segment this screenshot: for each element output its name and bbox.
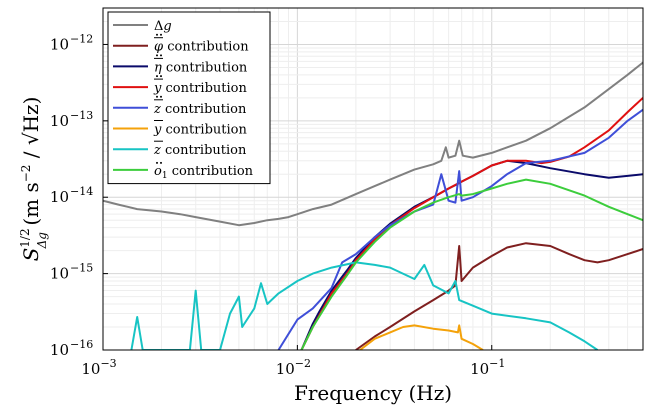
legend-label-2: η contribution xyxy=(154,60,248,75)
y-tick-label-4: 10 xyxy=(50,35,69,53)
x-tick-label-1: 10−2 xyxy=(276,357,311,378)
legend-dot-accent-b-4 xyxy=(160,95,162,98)
legend-dot-accent-a-2 xyxy=(156,54,158,57)
legend-suffix-3: contribution xyxy=(161,81,247,96)
y-tick-exponent-text-1: −15 xyxy=(70,262,93,275)
legend-symbol-7: o xyxy=(154,164,162,179)
x-tick-label-2: 10−1 xyxy=(470,357,505,378)
legend-suffix-2: contribution xyxy=(162,60,248,75)
y-label-part-2: Δg xyxy=(35,232,49,250)
y-tick-label-2: 10 xyxy=(50,188,69,206)
legend-label-1: φ contribution xyxy=(154,40,249,55)
series-line-3 xyxy=(300,97,643,350)
legend-dot-accent-b-3 xyxy=(160,75,162,78)
legend-label-7: o1 contribution xyxy=(154,164,254,181)
y-tick-exponent-text-4: −12 xyxy=(70,32,93,45)
x-tick-label-0: 10−3 xyxy=(81,357,116,378)
y-label-part-0: S xyxy=(19,248,43,262)
x-tick-exponent-0: −3 xyxy=(100,357,116,370)
y-tick-label-0: 10 xyxy=(50,341,69,359)
legend-symbol-1: φ xyxy=(154,40,164,55)
legend-symbol-5: y xyxy=(153,123,162,138)
legend-symbol-4: z xyxy=(153,102,161,117)
legend-symbol-6: z xyxy=(153,143,161,158)
y-tick-label-1: 10 xyxy=(50,265,69,283)
legend-box xyxy=(107,11,271,185)
y-axis-label: S1/2 Δg (m s−2 / √Hz) xyxy=(18,97,49,262)
plot-frame xyxy=(102,7,644,351)
legend-suffix-6: contribution xyxy=(161,143,247,158)
legend-symbol-0: Δ xyxy=(154,19,163,34)
legend-symbol-var-0: g xyxy=(163,19,171,34)
legend-label-3: y contribution xyxy=(153,81,247,96)
x-tick-exponent-2: −1 xyxy=(489,357,505,370)
legend-suffix-5: contribution xyxy=(161,123,247,138)
series-line-1 xyxy=(355,242,643,350)
legend-label-0: Δg xyxy=(154,19,172,34)
y-axis-label-text: S1/2 Δg (m s−2 / √Hz) xyxy=(18,97,49,262)
legend-dot-accent-a-7 xyxy=(156,161,158,164)
y-tick-exponent-text-2: −14 xyxy=(70,185,93,198)
y-tick-exponent-text-3: −13 xyxy=(70,109,93,122)
legend-dot-accent-a-4 xyxy=(156,95,158,98)
series-line-6 xyxy=(130,261,599,350)
legend-subscript-7: 1 xyxy=(162,171,168,181)
y-label-part-5: / √Hz) xyxy=(19,97,43,165)
legend-symbol-3: y xyxy=(153,81,162,96)
series-line-5 xyxy=(359,324,484,350)
legend-label-6: z contribution xyxy=(153,143,247,158)
y-tick-exponent-text-0: −16 xyxy=(70,338,93,351)
legend-dot-accent-b-1 xyxy=(160,33,162,36)
y-label-part-3: (m s xyxy=(19,182,43,232)
x-tick-exponent-1: −2 xyxy=(295,357,311,370)
series-line-7 xyxy=(300,178,643,350)
legend-symbol-2: η xyxy=(154,60,162,75)
series-line-0 xyxy=(103,61,643,227)
series-layer xyxy=(103,61,643,350)
legend-label-4: z contribution xyxy=(153,102,247,117)
legend-dot-accent-b-7 xyxy=(160,161,162,164)
legend-dot-accent-a-1 xyxy=(156,33,158,36)
legend-dot-accent-a-3 xyxy=(156,75,158,78)
y-label-part-1: 1/2 xyxy=(18,228,32,247)
y-label-part-4: −2 xyxy=(19,165,33,183)
legend-suffix-7: contribution xyxy=(168,164,254,179)
legend-dot-accent-b-2 xyxy=(160,54,162,57)
x-axis-label: Frequency (Hz) xyxy=(294,381,452,405)
legend-suffix-4: contribution xyxy=(161,102,247,117)
legend-suffix-1: contribution xyxy=(163,40,249,55)
legend-label-5: y contribution xyxy=(153,123,247,138)
y-tick-label-3: 10 xyxy=(50,112,69,130)
